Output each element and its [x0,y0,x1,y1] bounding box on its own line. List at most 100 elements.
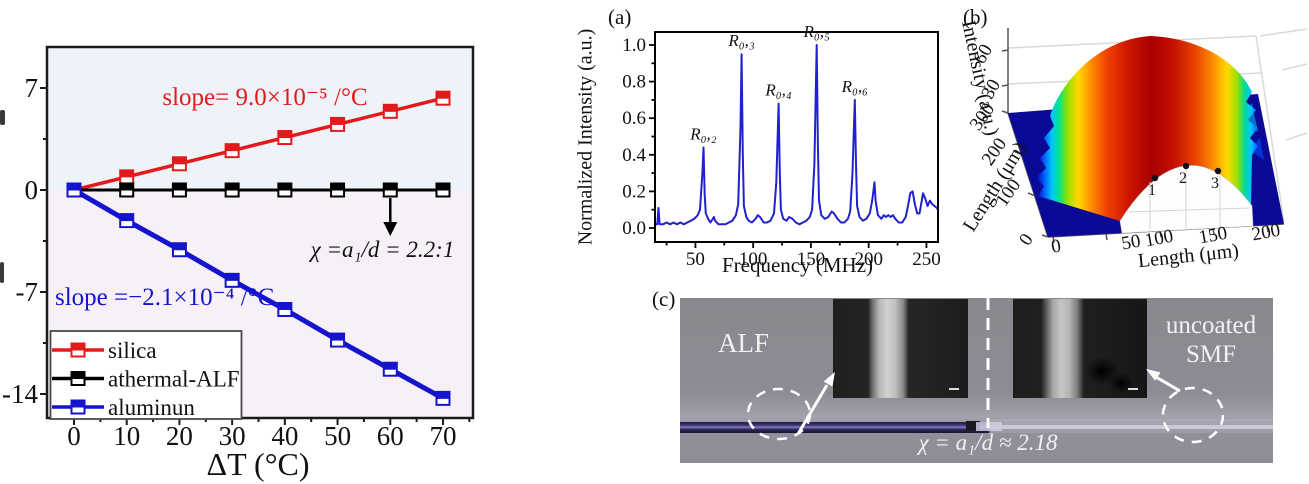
x-tick-label: 0 [67,421,81,451]
y-tick-label: 0.0 [622,218,646,239]
thermal-chi-annotation: χ =a₁/d = 2.2:1 [310,237,455,262]
y-tick-label: 0.6 [622,108,646,129]
legend-label: silica [108,338,157,363]
y-tick-label: -7 [16,277,39,307]
spectrum-chart: 0.0 0.2 0.4 0.6 0.8 1.0 50 100 150 200 250 R₀,₂ R₀,₃… [622,22,940,270]
x-tick-label: 30 [219,421,246,451]
cropped-y-axis-label-fragment [0,262,4,283]
thermal-x-axis-title: ΔT (°C) [206,446,310,482]
marked-point-label: 3 [1211,175,1219,192]
series-marker-fill [330,117,345,125]
x-tick-label: 50 [324,421,351,451]
series-marker-fill [119,213,134,222]
marked-point-label: 1 [1148,182,1156,199]
series-marker-fill [277,183,292,191]
series-marker-fill [383,104,398,112]
alf-arrow-head [823,372,835,387]
fiber-photograph: ALF uncoated SMF χ = a₁/d ≈ 2.18 [680,298,1273,463]
annotation-arrow-head [383,222,398,236]
series-marker-fill [71,343,85,351]
x-tick-label: 150 [1197,223,1229,249]
smf-fiber [988,425,1273,429]
uncoated-smf-label: uncoated SMF [1155,312,1267,370]
depth-tick-label: 0 [1015,230,1038,250]
thermal-legend: silica athermal-ALF aluminun [49,330,243,420]
series-marker-fill [71,400,85,408]
series-marker-fill [119,169,134,178]
scale-bar [949,388,959,390]
x-tick-label: 250 [912,249,941,270]
x-tick-label: 20 [166,421,193,451]
series-marker-fill [383,362,398,370]
spectrum-x-axis-title: Frequency (MHz) [721,253,874,277]
front-cut-grid [1126,170,1251,232]
y-tick-label: 0.8 [622,72,646,93]
marked-point-label: 2 [1179,170,1187,187]
surface-dome [1036,36,1258,221]
x-tick-label: 100 [1143,226,1175,252]
y-tick-label: 0.2 [622,181,646,202]
series-line-aluminun [72,187,445,401]
microscope-inset-alf [833,299,968,398]
series-line-silica [73,96,444,192]
y-tick-label: 1.0 [622,35,646,56]
plot-frame [45,45,475,420]
x-tick-label: 40 [271,421,298,451]
x-tick-label: 200 [854,249,883,270]
marked-point [1214,167,1222,175]
uncoated-smf-line1: uncoated [1165,312,1257,339]
series-marker-fill [225,183,240,191]
uncoated-smf-line2: SMF [1185,340,1237,368]
x-tick-label: 50 [1120,231,1142,255]
x-tick-label: 200 [1250,220,1282,246]
splice-dark-piece [966,421,980,431]
legend-label: athermal-ALF [108,367,240,392]
x-tick-label: 60 [377,421,404,451]
series-marker-fill [435,183,450,191]
y-tick-label: -14 [2,379,38,409]
alf-fiber-highlight [680,426,990,429]
alf-arrow [796,384,829,435]
marked-point [1182,162,1190,170]
y-tick-label: 0 [25,175,39,205]
series-marker-fill [435,391,450,399]
series-marker-fill [383,183,398,191]
series-marker-fill [435,91,450,99]
peak-label: R₀,₂ [689,124,717,143]
series-marker-fill [172,242,187,251]
series-marker-fill [277,130,292,139]
surface-marked-points: 1 2 3 [1148,162,1222,199]
peak-label: R₀,₆ [841,77,869,96]
alf-label: ALF [718,328,770,358]
y-tick-label: 7 [25,73,39,103]
y-tick-label: 0.4 [622,145,646,166]
series-marker-fill [172,156,187,165]
panel-b-tag: (b) [963,5,988,29]
plot-bg-upper [47,47,473,190]
x-tick-label: 150 [797,249,826,270]
panel-c-tag: (c) [652,287,676,311]
series-marker-fill [225,273,240,281]
x-tick-label: 50 [686,249,705,270]
plot-frame [654,31,939,243]
x-tick-label: 100 [739,249,768,270]
inset-dark-blob [1109,373,1133,393]
scale-bar [1128,388,1138,390]
series-marker-fill [330,183,345,191]
series-marker-fill [277,302,292,310]
series-markers-aluminun [66,182,451,406]
peak-label: R₀,₄ [764,81,792,100]
series-marker-fill [119,183,134,191]
smf-arrow-head [1146,369,1161,381]
marked-point [1151,174,1159,182]
x-tick-label: 70 [429,421,456,451]
thermal-chart: 70-7-140 10 20 30 40 50 60 70silicaathermal-ALF… [2,45,475,451]
series-marker-fill [67,183,81,191]
series-marker-fill [172,183,187,191]
thermal-slope-silica-label: slope= 9.0×10⁻⁵ /°C [162,84,368,111]
spectrum-trace [655,44,939,226]
photo-annotations [680,298,1273,444]
x-tick-label: 0 [1050,235,1063,257]
x-tick-label: 10 [113,421,140,451]
